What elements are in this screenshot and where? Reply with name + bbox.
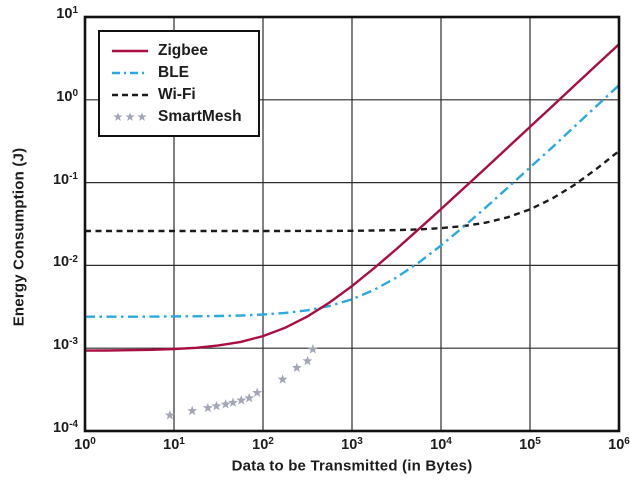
- y-tick-10e0: 100: [56, 87, 78, 105]
- ble-line: [85, 84, 619, 318]
- smartmesh-star-marker: [252, 387, 263, 397]
- x-axis-label: Data to be Transmitted (in Bytes): [231, 457, 473, 475]
- y-tick-10e-3: 10-3: [52, 336, 78, 354]
- y-tick-10e-2: 10-2: [52, 253, 78, 271]
- y-tick-10e-4: 10-4: [52, 419, 78, 436]
- smartmesh-star-marker: [244, 392, 255, 403]
- legend-item-zigbee: Zigbee: [111, 40, 242, 61]
- zigbee-line: [85, 43, 619, 352]
- smartmesh-star-marker: [220, 399, 231, 409]
- smartmesh-star-marker: [307, 344, 318, 354]
- x-tick-10e1: 101: [163, 436, 185, 453]
- y-tick-10e1: 101: [56, 5, 78, 22]
- plot-frame: [83, 15, 621, 433]
- legend-label-smartmesh: SmartMesh: [158, 108, 242, 125]
- legend-item-wi-fi: Wi-Fi: [111, 84, 242, 105]
- legend-item-smartmesh: SmartMesh: [111, 106, 242, 127]
- legend-label-zigbee: Zigbee: [158, 42, 208, 59]
- y-tick-10e-1: 10-1: [52, 170, 78, 188]
- smartmesh-star-marker: [277, 374, 288, 384]
- x-tick-10e5: 105: [519, 436, 541, 453]
- x-tick-10e6: 106: [608, 436, 630, 453]
- smartmesh-star-marker: [164, 410, 175, 420]
- wi-fi-line: [85, 150, 619, 233]
- ble-legend-marker: [112, 71, 148, 74]
- smartmesh-legend-marker: [113, 111, 147, 121]
- smartmesh-star-marker: [228, 397, 238, 407]
- legend: Zigbee BLE Wi-Fi SmartMesh: [98, 30, 260, 137]
- x-tick-10e4: 104: [430, 436, 452, 453]
- x-tick-10e3: 103: [341, 436, 363, 453]
- smartmesh-star-marker: [236, 395, 247, 405]
- smartmesh-star-marker: [291, 362, 302, 372]
- zigbee-legend-marker: [112, 49, 148, 52]
- x-tick-10e2: 102: [252, 436, 274, 453]
- smartmesh-star-marker: [302, 355, 313, 366]
- smartmesh-star-marker: [202, 402, 213, 413]
- legend-item-ble: BLE: [111, 62, 242, 83]
- wi-fi-legend-marker: [112, 93, 148, 96]
- legend-label-ble: BLE: [158, 64, 189, 81]
- smartmesh-star-marker: [187, 405, 198, 416]
- legend-label-wi-fi: Wi-Fi: [158, 86, 196, 103]
- smartmesh-star-marker: [211, 400, 222, 411]
- x-tick-10e0: 100: [74, 436, 96, 453]
